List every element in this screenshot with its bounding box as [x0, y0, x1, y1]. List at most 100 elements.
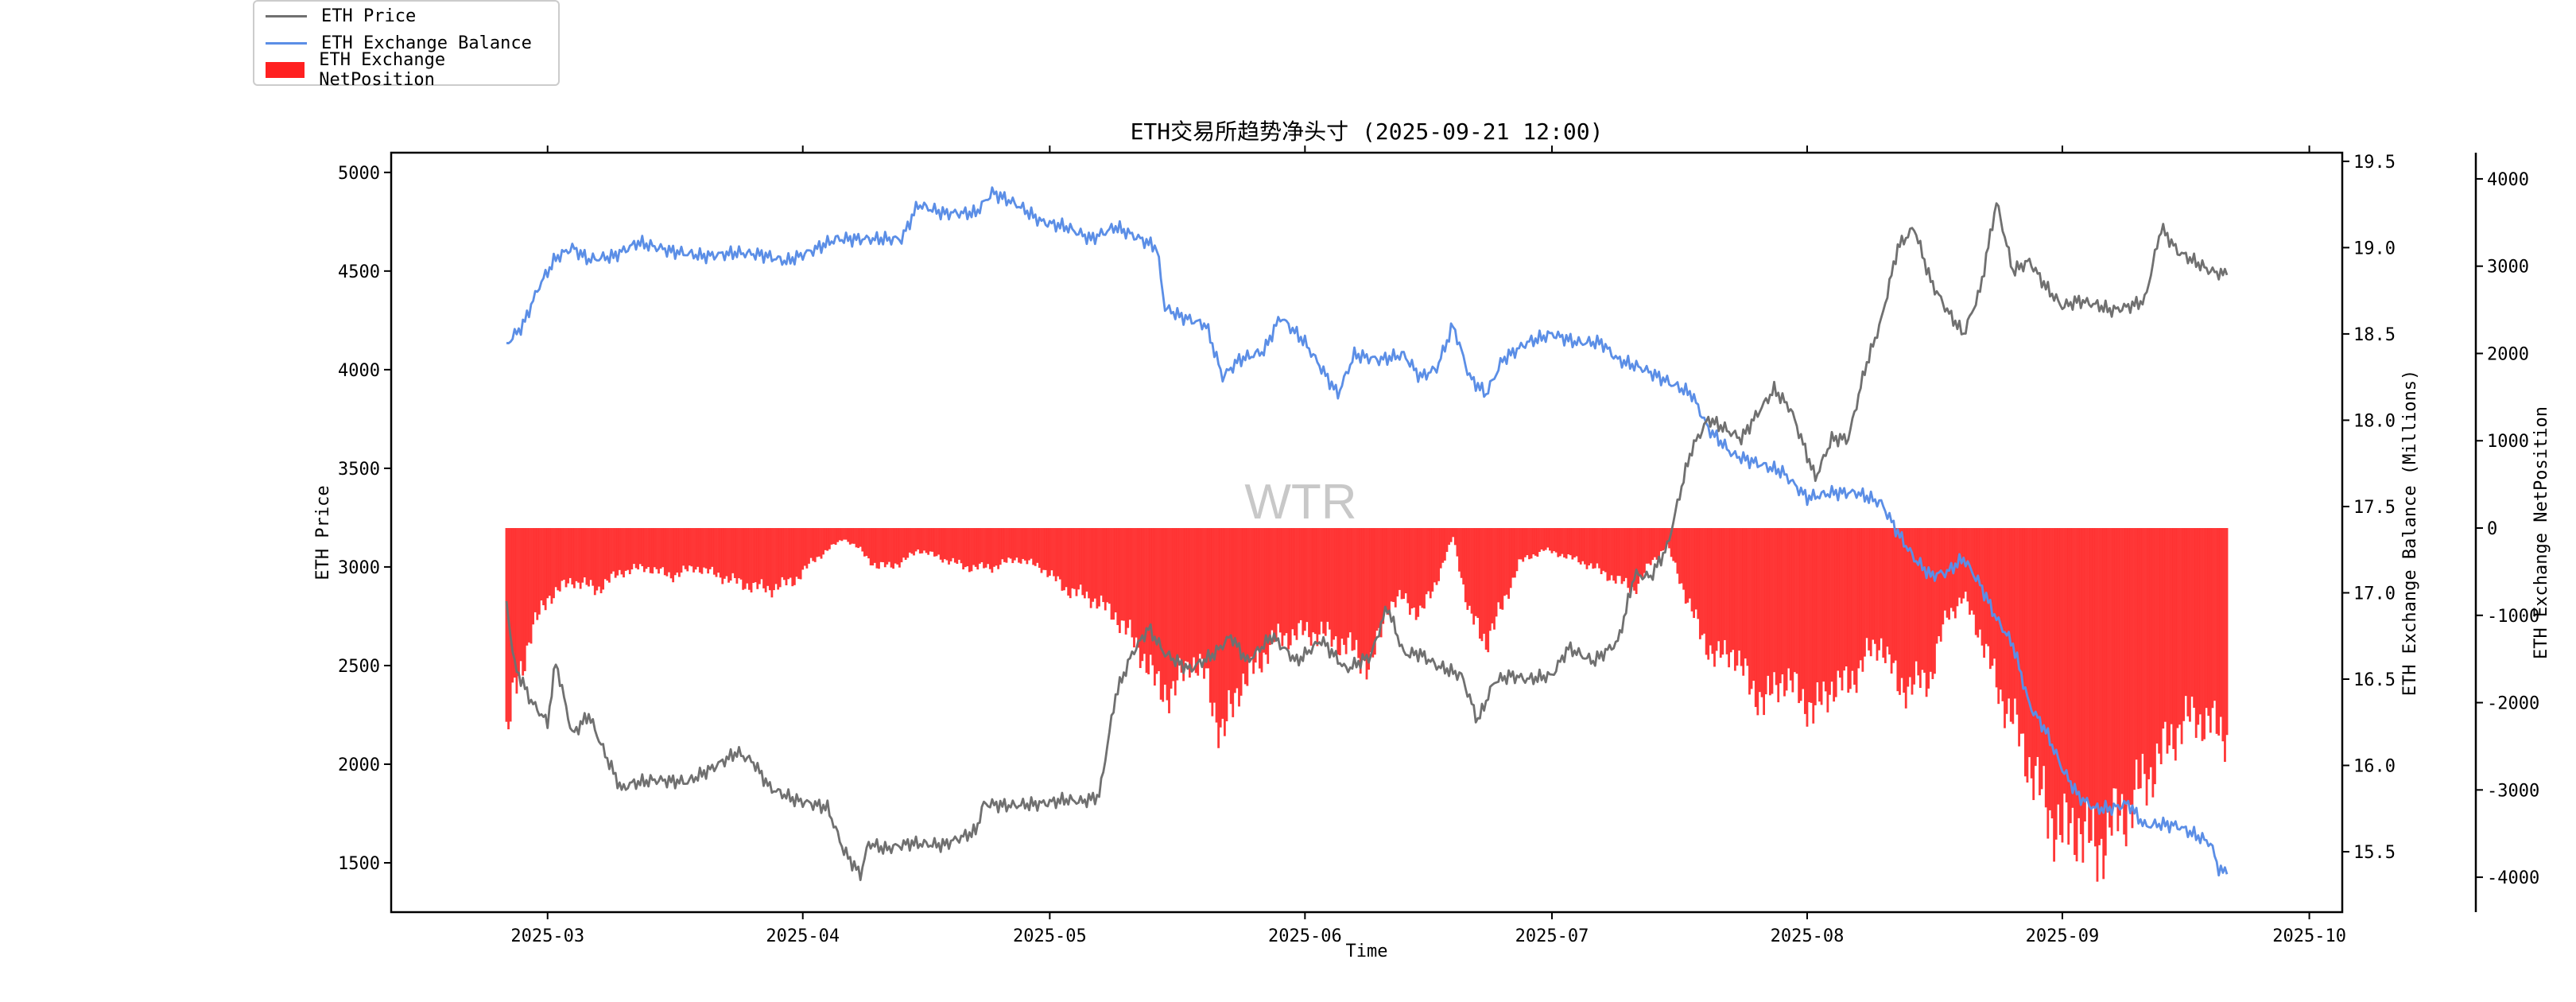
netposition-bar	[2176, 528, 2179, 728]
netposition-bar	[894, 528, 897, 564]
netposition-bar	[1305, 528, 1309, 623]
netposition-bar	[2026, 528, 2029, 783]
netposition-bar	[540, 528, 543, 601]
netposition-bar	[1071, 528, 1074, 588]
plot-frame	[390, 151, 2344, 914]
netposition-bar	[1106, 528, 1109, 603]
netposition-bar	[1851, 528, 1854, 671]
netposition-bar	[1252, 528, 1255, 674]
netposition-bar	[1499, 528, 1502, 609]
netposition-bar	[756, 528, 759, 589]
netposition-bar	[1193, 528, 1195, 658]
netposition-bar	[774, 528, 778, 584]
netposition-bar	[1271, 528, 1274, 631]
netposition-bar	[2123, 528, 2126, 835]
netposition-bar	[1969, 528, 1971, 615]
netposition-bar	[1258, 528, 1261, 669]
x-tick-label: 2025-04	[766, 926, 840, 946]
netposition-bar	[970, 528, 973, 572]
netposition-bar	[1351, 528, 1354, 651]
netposition-bar	[1999, 528, 2002, 690]
netposition-bar	[1503, 528, 1506, 596]
netposition-bar	[1694, 528, 1697, 610]
netposition-bar	[1939, 528, 1942, 642]
netposition-bar	[1236, 528, 1239, 689]
netposition-bar	[1104, 528, 1107, 611]
left-tick-label: 2500	[338, 657, 380, 677]
netposition-bar	[980, 528, 983, 563]
netposition-bar	[1528, 528, 1530, 560]
netposition-bar	[890, 528, 893, 568]
netposition-bar	[1507, 528, 1511, 599]
netposition-bar	[2186, 528, 2190, 717]
netposition-bar	[1497, 528, 1500, 603]
netposition-bar	[1612, 528, 1616, 581]
netposition-bar	[507, 528, 510, 730]
netposition-bar	[1689, 528, 1691, 599]
netposition-bar	[945, 528, 949, 561]
netposition-bar	[925, 528, 928, 553]
netposition-bar	[692, 528, 695, 573]
netposition-bar	[1400, 528, 1403, 600]
netposition-bar	[1942, 528, 1945, 625]
netposition-bar	[879, 528, 883, 562]
netposition-bar	[1396, 528, 1399, 597]
netposition-bar	[1299, 528, 1302, 620]
netposition-bar	[1509, 528, 1512, 588]
netposition-bar	[1763, 528, 1766, 716]
netposition-bar	[1927, 528, 1930, 689]
netposition-bar	[2219, 528, 2222, 717]
netposition-bar	[731, 528, 735, 573]
netposition-bar	[2110, 528, 2113, 836]
netposition-bar	[913, 528, 915, 556]
netposition-bar	[1705, 528, 1708, 655]
netposition-bar	[904, 528, 907, 561]
netposition-bar	[1794, 528, 1796, 673]
netposition-bar	[1513, 528, 1516, 578]
netposition-bar	[1242, 528, 1245, 674]
netposition-bar	[1040, 528, 1043, 573]
netposition-bar	[1298, 528, 1300, 623]
netposition-bar	[2049, 528, 2051, 810]
left-tick-label: 3500	[338, 460, 380, 480]
netposition-bar	[1925, 528, 1928, 697]
netposition-bar	[717, 528, 720, 573]
netposition-bar	[2205, 528, 2208, 709]
netposition-bar	[1824, 528, 1827, 692]
netposition-bar	[2030, 528, 2033, 779]
netposition-bar	[1443, 528, 1446, 561]
netposition-bar	[2168, 528, 2171, 746]
netposition-bar	[1767, 528, 1770, 676]
netposition-bar	[1088, 528, 1090, 599]
netposition-bar	[1495, 528, 1498, 617]
netposition-bar	[1573, 528, 1576, 558]
netposition-bar	[1783, 528, 1786, 697]
right2-tick-label: 0	[2487, 519, 2497, 539]
netposition-bar	[628, 528, 631, 575]
netposition-bar	[1190, 528, 1193, 670]
netposition-bar	[1754, 528, 1757, 708]
netposition-bar	[661, 528, 665, 568]
netposition-bar	[921, 528, 924, 553]
legend-swatch	[266, 14, 307, 17]
netposition-bar	[795, 528, 798, 577]
netposition-bar	[1050, 528, 1053, 571]
netposition-bar	[1418, 528, 1422, 606]
netposition-bar	[673, 528, 677, 576]
netposition-bar	[1038, 528, 1041, 569]
netposition-bar	[1884, 528, 1887, 663]
netposition-bar	[616, 528, 619, 576]
right1-tick-label: 18.0	[2353, 411, 2396, 431]
netposition-bar	[1602, 528, 1605, 571]
netposition-bar	[2180, 528, 2183, 744]
netposition-bar	[1988, 528, 1992, 670]
netposition-bar	[2079, 528, 2082, 835]
netposition-bar	[672, 528, 675, 583]
netposition-bar	[614, 528, 617, 578]
netposition-bar	[2063, 528, 2066, 794]
netposition-bar	[1215, 528, 1218, 723]
netposition-bar	[1404, 528, 1407, 594]
netposition-bar	[1505, 528, 1508, 595]
netposition-bar	[773, 528, 775, 591]
netposition-bar	[1810, 528, 1813, 703]
